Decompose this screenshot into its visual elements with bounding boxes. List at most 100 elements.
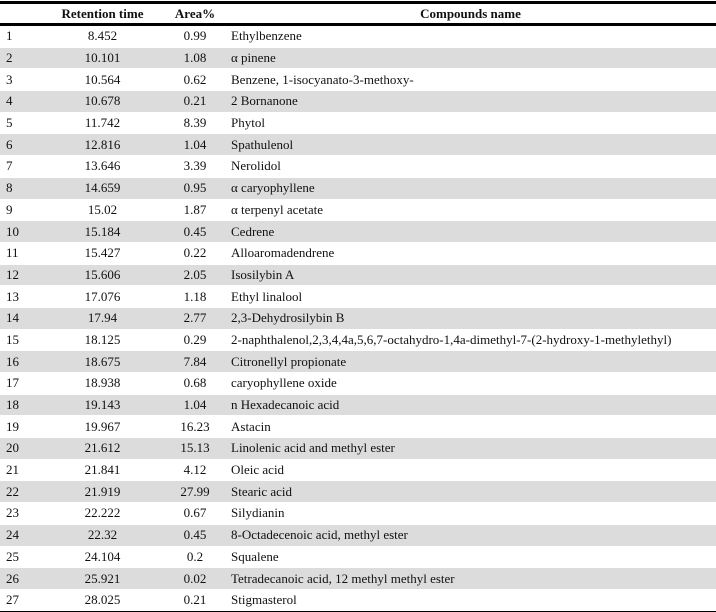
area-percent: 8.39 <box>165 111 225 134</box>
compound-name: α terpenyl acetate <box>225 198 716 221</box>
area-percent: 15.13 <box>165 437 225 460</box>
row-index: 3 <box>0 68 40 91</box>
table-row: 15 18.125 0.29 2-naphthalenol,2,3,4,4a,5,6,… <box>0 328 716 351</box>
area-percent: 0.67 <box>165 502 225 525</box>
area-percent: 27.99 <box>165 480 225 503</box>
compound-name: 2,3-Dehydrosilybin B <box>225 306 716 330</box>
table-row: 20 21.612 15.13 Linolenic acid and methyl e… <box>0 437 716 460</box>
table-row: 21 21.841 4.12 Oleic acid <box>0 458 716 481</box>
area-percent: 7.84 <box>165 350 225 373</box>
retention-time: 15.02 <box>40 198 165 221</box>
compound-name: Alloaromadendrene <box>225 241 716 265</box>
area-percent: 16.23 <box>165 415 225 438</box>
table-row: 2 10.101 1.08 α pinene <box>0 46 716 69</box>
compound-name: Nerolidol <box>225 155 716 178</box>
row-index: 18 <box>0 393 40 416</box>
retention-time: 19.143 <box>40 393 165 416</box>
compound-name: n Hexadecanoic acid <box>225 393 716 416</box>
table-row: 3 10.564 0.62 Benzene, 1-isocyanato-3-metho… <box>0 68 716 91</box>
area-percent: 0.95 <box>165 176 225 199</box>
header-index <box>0 2 40 26</box>
row-index: 20 <box>0 437 40 460</box>
retention-time: 22.222 <box>40 502 165 525</box>
row-index: 22 <box>0 480 40 503</box>
row-index: 27 <box>0 588 40 612</box>
compound-name: 8-Octadecenoic acid, methyl ester <box>225 523 716 546</box>
retention-time: 14.659 <box>40 176 165 199</box>
compound-name: Benzene, 1-isocyanato-3-methoxy- <box>225 68 716 91</box>
retention-time: 17.94 <box>40 306 165 330</box>
retention-time: 18.938 <box>40 372 165 395</box>
area-percent: 0.68 <box>165 372 225 395</box>
header-row: Retention time Area% Compounds name <box>0 2 716 26</box>
area-percent: 1.87 <box>165 198 225 221</box>
table-row: 6 12.816 1.04 Spathulenol <box>0 133 716 156</box>
retention-time: 15.184 <box>40 220 165 243</box>
retention-time: 18.675 <box>40 350 165 373</box>
retention-time: 21.612 <box>40 437 165 460</box>
row-index: 4 <box>0 90 40 113</box>
area-percent: 1.04 <box>165 133 225 156</box>
compound-name: Spathulenol <box>225 133 716 156</box>
row-index: 21 <box>0 458 40 481</box>
row-index: 9 <box>0 198 40 221</box>
retention-time: 11.742 <box>40 111 165 134</box>
table-row: 25 24.104 0.2 Squalene <box>0 545 716 568</box>
row-index: 5 <box>0 111 40 134</box>
area-percent: 0.99 <box>165 24 225 48</box>
compound-name: 2 Bornanone <box>225 90 716 113</box>
compound-name: Phytol <box>225 111 716 134</box>
area-percent: 0.45 <box>165 523 225 546</box>
retention-time: 8.452 <box>40 24 165 48</box>
compound-name: Cedrene <box>225 220 716 243</box>
table-row: 16 18.675 7.84 Citronellyl propionate <box>0 350 716 373</box>
table-row: 23 22.222 0.67 Silydianin <box>0 502 716 525</box>
retention-time: 28.025 <box>40 588 165 612</box>
row-index: 8 <box>0 176 40 199</box>
compound-name: Tetradecanoic acid, 12 methyl methyl est… <box>225 567 716 590</box>
retention-time: 21.919 <box>40 480 165 503</box>
row-index: 26 <box>0 567 40 590</box>
table-row: 14 17.94 2.77 2,3-Dehydrosilybin B <box>0 306 716 330</box>
table-row: 11 15.427 0.22 Alloaromadendrene <box>0 241 716 265</box>
row-index: 17 <box>0 372 40 395</box>
row-index: 23 <box>0 502 40 525</box>
compound-name: 2-naphthalenol,2,3,4,4a,5,6,7-octahydro-… <box>225 328 716 351</box>
retention-time: 10.101 <box>40 46 165 69</box>
row-index: 10 <box>0 220 40 243</box>
compound-name: Isosilybin A <box>225 263 716 286</box>
row-index: 15 <box>0 328 40 351</box>
row-index: 11 <box>0 241 40 265</box>
area-percent: 0.45 <box>165 220 225 243</box>
row-index: 12 <box>0 263 40 286</box>
row-index: 7 <box>0 155 40 178</box>
header-retention-time: Retention time <box>40 2 165 26</box>
retention-time: 15.606 <box>40 263 165 286</box>
table-row: 18 19.143 1.04 n Hexadecanoic acid <box>0 393 716 416</box>
area-percent: 4.12 <box>165 458 225 481</box>
table-row: 19 19.967 16.23 Astacin <box>0 415 716 438</box>
area-percent: 3.39 <box>165 155 225 178</box>
table-row: 27 28.025 0.21 Stigmasterol <box>0 588 716 612</box>
table-row: 13 17.076 1.18 Ethyl linalool <box>0 285 716 308</box>
compound-name: Silydianin <box>225 502 716 525</box>
row-index: 25 <box>0 545 40 568</box>
table-row: 24 22.32 0.45 8-Octadecenoic acid, methyl e… <box>0 523 716 546</box>
table-row: 17 18.938 0.68 caryophyllene oxide <box>0 372 716 395</box>
table-row: 4 10.678 0.21 2 Bornanone <box>0 90 716 113</box>
row-index: 6 <box>0 133 40 156</box>
area-percent: 0.62 <box>165 68 225 91</box>
compound-name: caryophyllene oxide <box>225 372 716 395</box>
retention-time: 21.841 <box>40 458 165 481</box>
table-row: 7 13.646 3.39 Nerolidol <box>0 155 716 178</box>
compound-name: Squalene <box>225 545 716 568</box>
area-percent: 1.18 <box>165 285 225 308</box>
row-index: 24 <box>0 523 40 546</box>
area-percent: 2.05 <box>165 263 225 286</box>
table-row: 10 15.184 0.45 Cedrene <box>0 220 716 243</box>
table-row: 26 25.921 0.02 Tetradecanoic acid, 12 methy… <box>0 567 716 590</box>
retention-time: 18.125 <box>40 328 165 351</box>
retention-time: 19.967 <box>40 415 165 438</box>
compound-name: Stigmasterol <box>225 588 716 612</box>
